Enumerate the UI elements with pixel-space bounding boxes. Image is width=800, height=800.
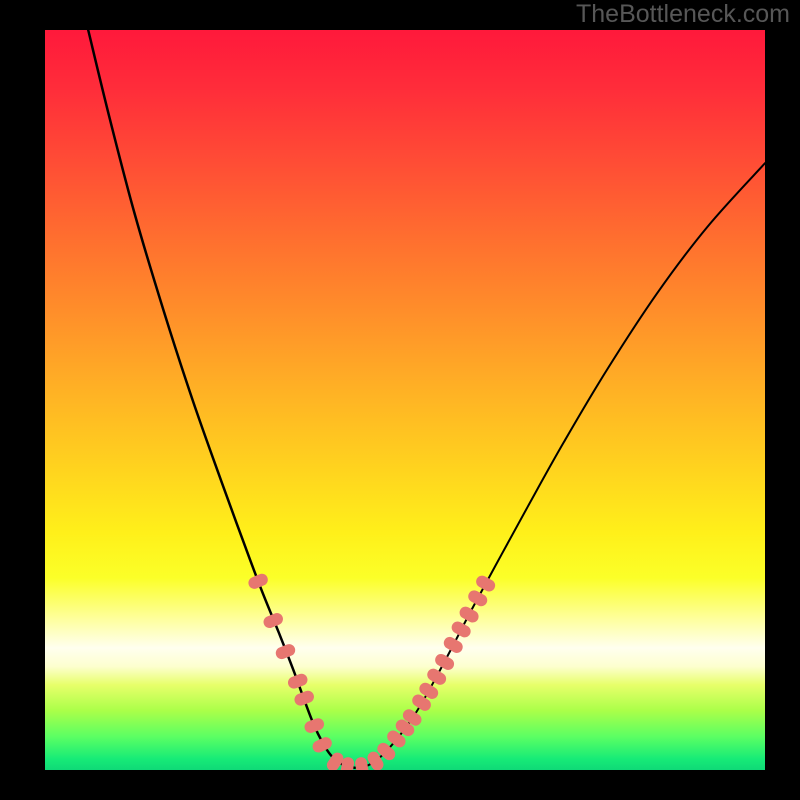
watermark-text: TheBottleneck.com	[576, 0, 790, 29]
chart-root: TheBottleneck.com	[0, 0, 800, 800]
chart-svg	[0, 0, 800, 800]
plot-background	[45, 30, 765, 770]
